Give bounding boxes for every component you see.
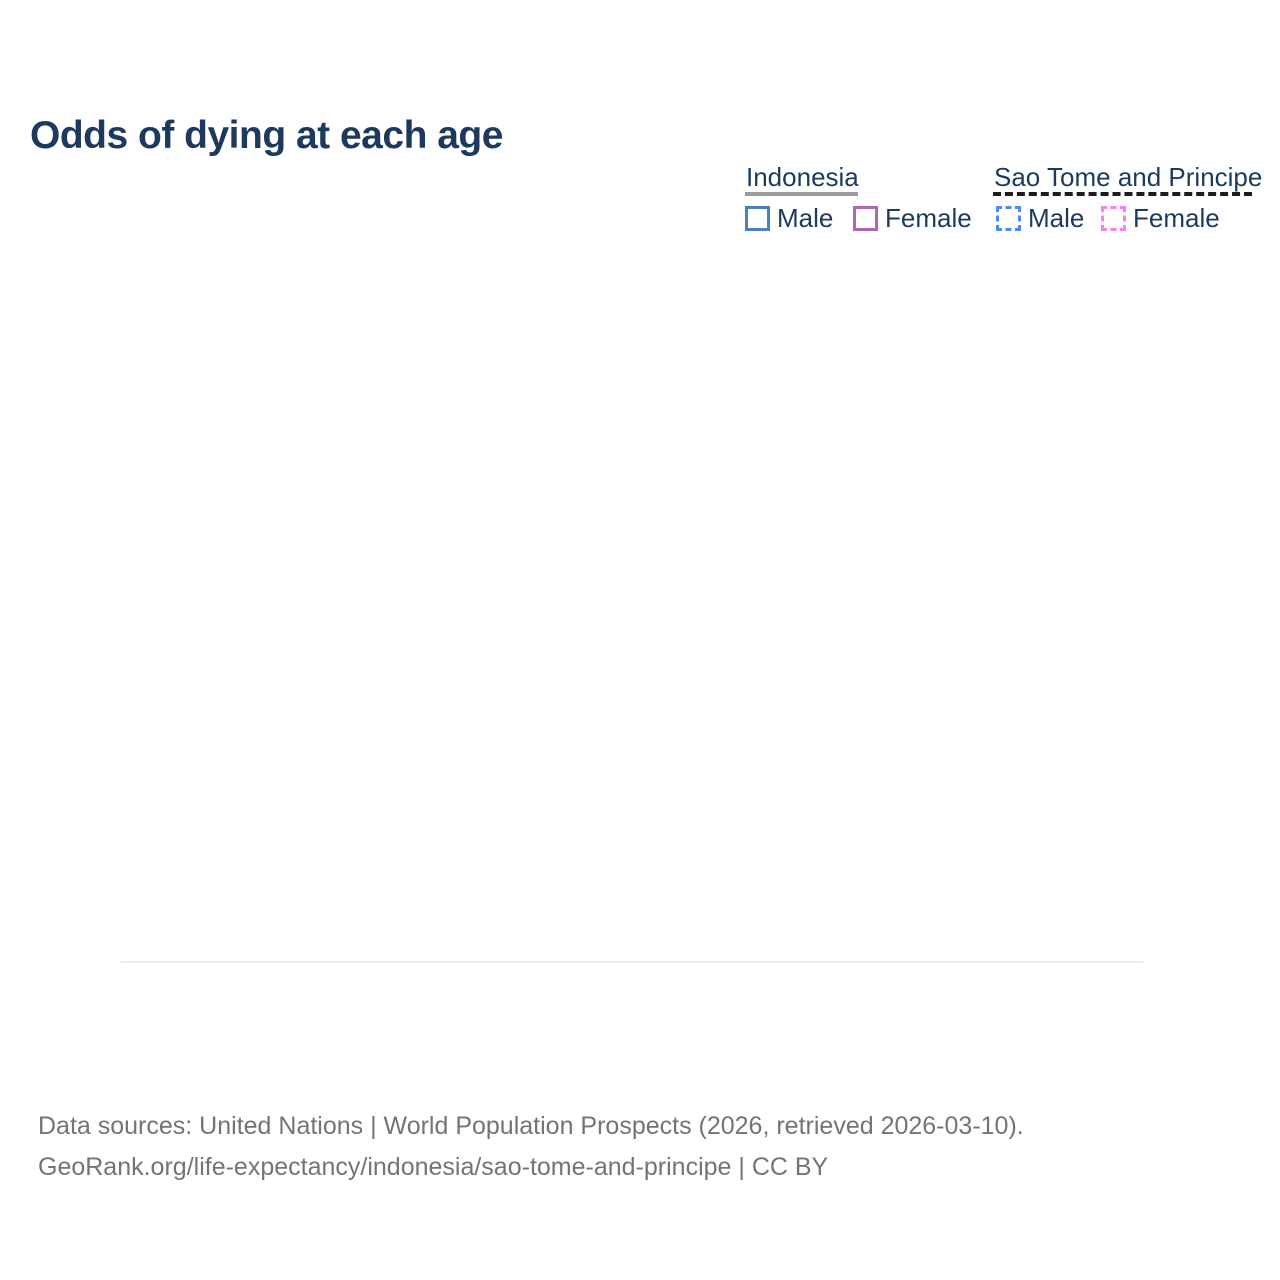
legend-item-indonesia-male[interactable]: Male <box>745 203 833 234</box>
legend-label: Female <box>1133 203 1220 233</box>
legend-item-indonesia-female[interactable]: Female <box>853 203 972 234</box>
page-title: Odds of dying at each age <box>30 114 503 158</box>
legend-label: Male <box>777 203 834 233</box>
source-line-2: GeoRank.org/life-expectancy/indonesia/sa… <box>38 1153 829 1181</box>
legend-group-sao-tome[interactable]: Sao Tome and Principe <box>994 162 1263 192</box>
legend-item-sao-tome-female[interactable]: Female <box>1101 203 1220 234</box>
indonesia-female-swatch <box>853 206 878 231</box>
source-attribution: Data sources: United Nations | World Pop… <box>38 1106 1024 1188</box>
indonesia-combined-line-swatch <box>745 192 858 196</box>
sao-tome-male-swatch <box>996 206 1021 231</box>
legend-label: Female <box>885 203 972 233</box>
sao-tome-combined-line-swatch <box>993 192 1252 196</box>
legend-group-indonesia[interactable]: Indonesia <box>746 162 859 192</box>
legend-label: Male <box>1028 203 1085 233</box>
legend-item-sao-tome-male[interactable]: Male <box>996 203 1084 234</box>
indonesia-male-swatch <box>745 206 770 231</box>
source-line-1: Data sources: United Nations | World Pop… <box>38 1112 1024 1140</box>
sao-tome-female-swatch <box>1101 206 1126 231</box>
